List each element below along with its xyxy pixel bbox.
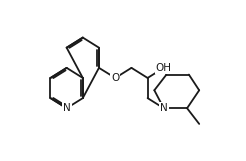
- Text: N: N: [63, 103, 71, 113]
- Text: OH: OH: [156, 63, 172, 73]
- Text: N: N: [160, 103, 168, 113]
- Text: O: O: [111, 73, 120, 83]
